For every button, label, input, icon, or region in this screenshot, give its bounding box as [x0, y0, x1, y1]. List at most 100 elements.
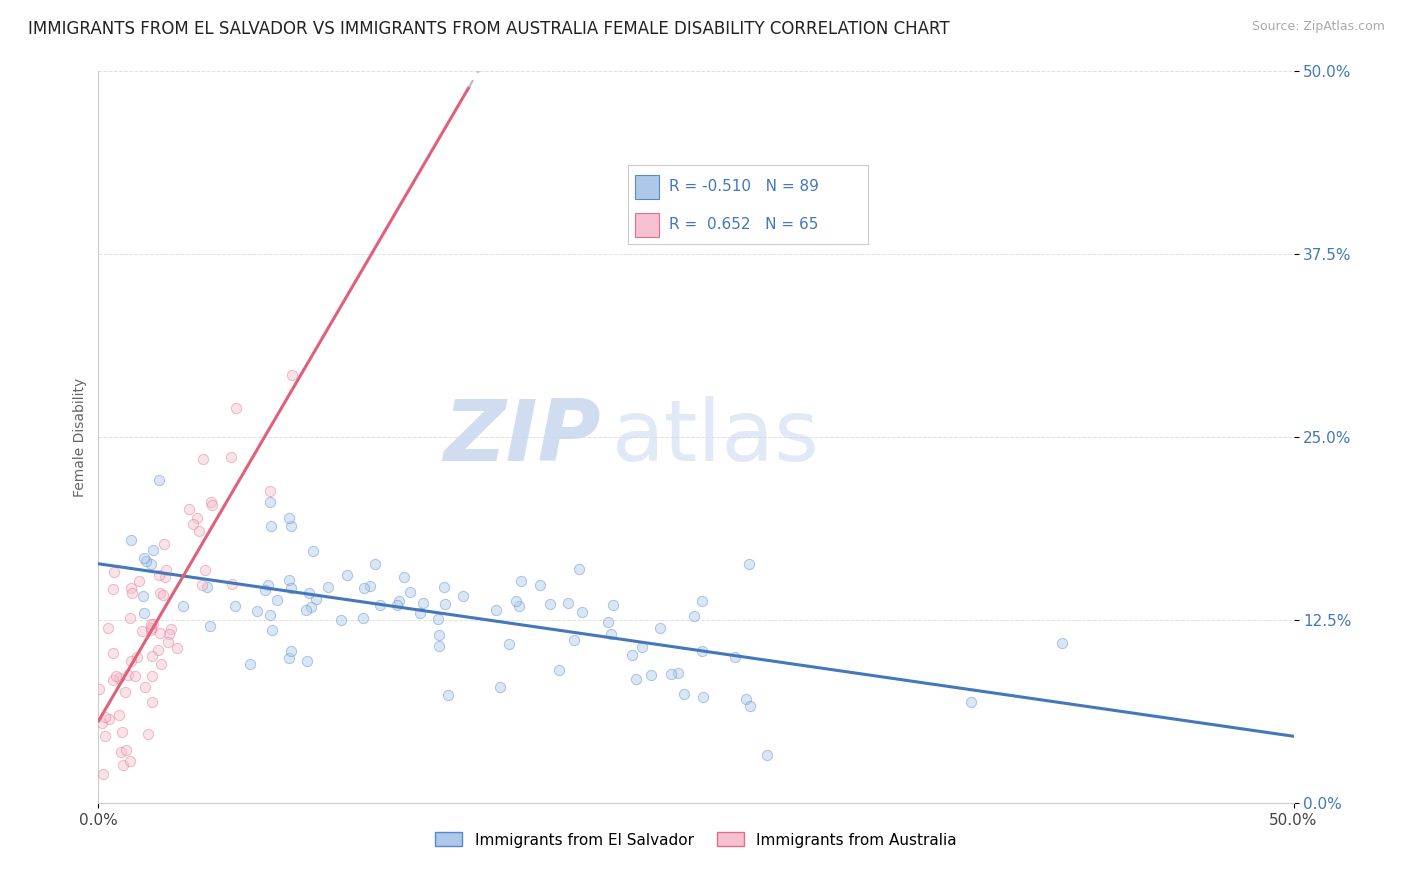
- FancyBboxPatch shape: [636, 175, 659, 199]
- Point: [141, 648, 163, 663]
- Point: [149, 586, 172, 600]
- Point: [683, 609, 706, 624]
- Point: [142, 543, 165, 558]
- Point: [141, 669, 163, 683]
- Point: [152, 588, 174, 602]
- Point: [135, 554, 157, 568]
- Y-axis label: Female Disability: Female Disability: [73, 377, 87, 497]
- Point: [433, 580, 456, 594]
- Point: [426, 612, 449, 626]
- Point: [485, 603, 508, 617]
- Point: [219, 450, 242, 464]
- Point: [451, 589, 474, 603]
- Point: [624, 672, 647, 686]
- Point: [510, 574, 533, 588]
- Point: [194, 562, 217, 576]
- Point: [224, 599, 246, 614]
- Point: [225, 401, 247, 415]
- Point: [112, 758, 135, 772]
- Point: [336, 568, 359, 582]
- Point: [1052, 635, 1074, 649]
- Point: [148, 568, 170, 582]
- Point: [142, 616, 165, 631]
- Text: atlas: atlas: [613, 395, 820, 479]
- Point: [120, 611, 142, 625]
- Point: [659, 666, 682, 681]
- Point: [149, 626, 172, 640]
- Point: [107, 708, 129, 723]
- Point: [89, 681, 111, 696]
- Point: [260, 519, 283, 533]
- Point: [101, 646, 124, 660]
- Point: [738, 699, 761, 714]
- Point: [181, 517, 204, 532]
- Point: [155, 563, 177, 577]
- Point: [266, 593, 288, 607]
- Point: [153, 570, 176, 584]
- Point: [353, 582, 375, 596]
- Point: [960, 695, 983, 709]
- Point: [280, 519, 302, 533]
- Point: [630, 640, 652, 654]
- Point: [260, 623, 283, 637]
- Point: [94, 729, 117, 743]
- Point: [498, 636, 520, 650]
- Point: [198, 618, 221, 632]
- Point: [172, 599, 194, 614]
- Point: [187, 524, 209, 538]
- Point: [724, 649, 747, 664]
- Point: [108, 671, 131, 685]
- Point: [650, 621, 672, 635]
- Point: [139, 617, 162, 632]
- Point: [489, 680, 512, 694]
- Point: [433, 597, 456, 611]
- Point: [399, 585, 422, 599]
- Point: [690, 644, 713, 658]
- Point: [117, 667, 139, 681]
- Point: [114, 685, 136, 699]
- Point: [141, 695, 163, 709]
- Point: [259, 495, 281, 509]
- Point: [666, 666, 689, 681]
- Point: [692, 690, 714, 704]
- Point: [191, 451, 214, 466]
- Point: [281, 368, 304, 383]
- Point: [280, 582, 302, 596]
- Point: [120, 581, 142, 595]
- Point: [186, 511, 208, 525]
- Point: [125, 649, 148, 664]
- Point: [505, 594, 527, 608]
- Point: [131, 624, 153, 639]
- Text: R = -0.510   N = 89: R = -0.510 N = 89: [669, 179, 818, 194]
- Point: [103, 565, 125, 579]
- Legend: Immigrants from El Salvador, Immigrants from Australia: Immigrants from El Salvador, Immigrants …: [429, 826, 963, 854]
- Point: [735, 692, 758, 706]
- Point: [91, 716, 114, 731]
- Point: [150, 657, 173, 671]
- Point: [387, 594, 409, 608]
- Point: [139, 623, 162, 637]
- Point: [200, 495, 222, 509]
- Point: [408, 606, 430, 620]
- Point: [120, 654, 142, 668]
- Point: [412, 596, 434, 610]
- Point: [305, 591, 328, 606]
- Text: IMMIGRANTS FROM EL SALVADOR VS IMMIGRANTS FROM AUSTRALIA FEMALE DISABILITY CORRE: IMMIGRANTS FROM EL SALVADOR VS IMMIGRANT…: [28, 20, 949, 37]
- Point: [148, 643, 170, 657]
- Point: [600, 626, 623, 640]
- Point: [239, 657, 262, 671]
- Point: [246, 604, 269, 618]
- Point: [278, 510, 301, 524]
- Point: [148, 473, 170, 487]
- Point: [301, 599, 323, 614]
- Point: [111, 724, 134, 739]
- Point: [620, 648, 643, 662]
- Point: [114, 743, 136, 757]
- Point: [93, 766, 115, 780]
- Point: [602, 598, 624, 612]
- Point: [364, 557, 387, 571]
- Point: [508, 599, 530, 613]
- Point: [97, 621, 120, 635]
- Point: [568, 561, 591, 575]
- Point: [256, 577, 278, 591]
